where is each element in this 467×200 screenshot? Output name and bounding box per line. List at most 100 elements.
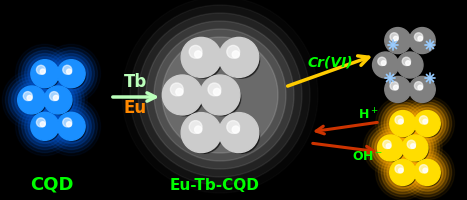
Text: Eu-Tb-CQD: Eu-Tb-CQD [170, 178, 260, 192]
Circle shape [50, 92, 58, 101]
Circle shape [204, 79, 241, 116]
Circle shape [388, 121, 442, 175]
Circle shape [395, 116, 403, 124]
Circle shape [66, 122, 71, 127]
Circle shape [388, 30, 411, 54]
Circle shape [397, 52, 423, 78]
Circle shape [51, 54, 92, 94]
Circle shape [45, 100, 98, 153]
Circle shape [404, 138, 429, 162]
Circle shape [383, 140, 391, 149]
Circle shape [63, 118, 72, 127]
Circle shape [392, 113, 416, 137]
Circle shape [387, 108, 418, 139]
Circle shape [419, 116, 428, 124]
Circle shape [417, 162, 441, 186]
Circle shape [200, 75, 240, 115]
Circle shape [21, 103, 68, 150]
Circle shape [34, 62, 59, 88]
Circle shape [381, 61, 386, 65]
Circle shape [409, 76, 435, 102]
Circle shape [414, 33, 423, 41]
Circle shape [57, 60, 85, 88]
Circle shape [390, 159, 416, 185]
Circle shape [28, 57, 62, 91]
Circle shape [366, 124, 415, 172]
Circle shape [12, 80, 52, 120]
Circle shape [402, 57, 410, 66]
Circle shape [51, 106, 92, 146]
Circle shape [44, 86, 72, 114]
Circle shape [195, 51, 202, 58]
Circle shape [28, 71, 87, 129]
Circle shape [381, 151, 425, 194]
Circle shape [23, 92, 32, 101]
Circle shape [375, 145, 430, 200]
Circle shape [402, 135, 428, 161]
Circle shape [208, 83, 221, 96]
Circle shape [60, 115, 86, 141]
Circle shape [25, 54, 65, 94]
Circle shape [18, 86, 46, 114]
Circle shape [423, 168, 428, 173]
Circle shape [392, 162, 416, 186]
Circle shape [35, 77, 81, 123]
Text: OH$^-$: OH$^-$ [353, 150, 384, 164]
Circle shape [40, 122, 45, 127]
Circle shape [407, 140, 416, 149]
Circle shape [185, 117, 222, 153]
Circle shape [409, 154, 446, 191]
Circle shape [378, 148, 427, 197]
Circle shape [40, 69, 45, 74]
Circle shape [409, 28, 435, 54]
Circle shape [390, 33, 398, 41]
Circle shape [414, 82, 423, 90]
Circle shape [57, 112, 85, 140]
Circle shape [34, 115, 59, 141]
Text: CQD: CQD [30, 176, 74, 194]
Circle shape [400, 145, 454, 200]
Circle shape [227, 45, 240, 58]
Circle shape [213, 88, 220, 96]
Circle shape [372, 129, 409, 167]
Circle shape [232, 51, 240, 58]
Circle shape [176, 88, 183, 96]
Circle shape [394, 36, 398, 41]
Circle shape [138, 13, 302, 177]
Circle shape [232, 126, 240, 133]
Circle shape [219, 113, 259, 153]
Circle shape [14, 83, 49, 117]
Circle shape [38, 80, 78, 120]
Circle shape [375, 132, 406, 164]
Circle shape [418, 36, 423, 41]
Circle shape [390, 82, 398, 90]
Circle shape [27, 95, 32, 100]
Circle shape [8, 77, 55, 123]
Circle shape [189, 121, 202, 133]
Circle shape [381, 102, 425, 145]
Circle shape [185, 41, 222, 78]
Circle shape [418, 85, 423, 90]
Circle shape [66, 69, 71, 74]
Circle shape [28, 109, 62, 143]
Circle shape [386, 144, 391, 148]
Circle shape [411, 108, 443, 139]
Circle shape [414, 111, 440, 137]
Circle shape [166, 79, 203, 116]
Circle shape [227, 121, 240, 133]
Circle shape [390, 124, 439, 172]
Circle shape [384, 105, 422, 142]
Circle shape [423, 119, 428, 124]
Circle shape [375, 55, 399, 79]
Circle shape [385, 28, 411, 54]
Circle shape [54, 109, 88, 143]
Circle shape [417, 113, 441, 137]
Circle shape [31, 60, 59, 88]
Circle shape [390, 111, 416, 137]
Circle shape [32, 74, 85, 126]
Circle shape [409, 105, 446, 142]
Circle shape [31, 112, 59, 140]
Circle shape [36, 118, 45, 127]
Circle shape [373, 52, 398, 78]
Circle shape [146, 21, 294, 169]
